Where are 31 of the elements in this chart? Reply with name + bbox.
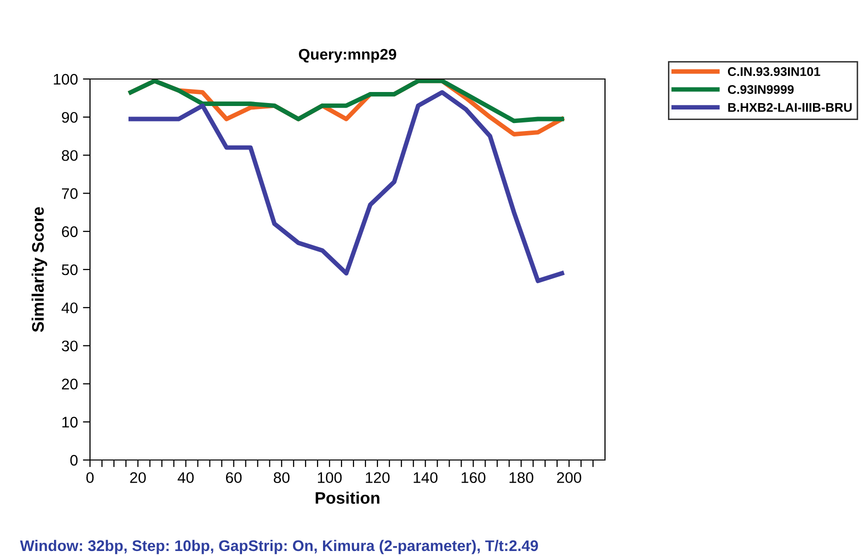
- y-tick-label: 50: [62, 264, 78, 276]
- x-tick-label: 140: [414, 472, 438, 484]
- y-tick-label: 60: [62, 226, 78, 238]
- x-tick-label: 100: [318, 472, 342, 484]
- x-tick-label: 200: [557, 472, 582, 484]
- legend-label: B.HXB2-LAI-IIIB-BRU: [728, 102, 852, 112]
- y-tick-label: 0: [70, 454, 78, 466]
- y-tick-label: 20: [62, 378, 78, 390]
- y-tick-label: 80: [62, 150, 78, 161]
- x-tick-label: 160: [462, 472, 486, 484]
- line-series: [128, 90, 564, 284]
- x-tick-label: 0: [86, 472, 94, 484]
- y-tick-label: 10: [62, 416, 78, 428]
- y-tick-label: 70: [62, 188, 78, 199]
- x-tick-label: 120: [366, 472, 390, 484]
- x-axis-title: Position: [316, 492, 380, 504]
- text: Window: 32bp, Step: 10bp, GapStrip: On, Kimura (2-parameter), T/t:2.49: [20, 540, 538, 554]
- x-tick-label: 60: [226, 472, 242, 484]
- x-tick-label: 40: [178, 472, 194, 484]
- legend-label: C.IN.93.93IN101: [728, 67, 820, 76]
- x-tick-label: 80: [274, 472, 290, 484]
- y-axis-title: Similarity Score: [32, 207, 48, 332]
- x-tick-label: 180: [510, 472, 534, 484]
- legend-label: C.93IN9999: [728, 85, 794, 94]
- y-tick-label: 30: [62, 340, 78, 352]
- y-tick-label: 100: [54, 74, 78, 85]
- line-series: [128, 79, 564, 124]
- chart-title: Query:mnp29: [298, 48, 396, 63]
- y-tick-label: 90: [62, 112, 78, 123]
- y-tick-label: 40: [62, 302, 78, 314]
- x-tick-label: 20: [130, 472, 146, 484]
